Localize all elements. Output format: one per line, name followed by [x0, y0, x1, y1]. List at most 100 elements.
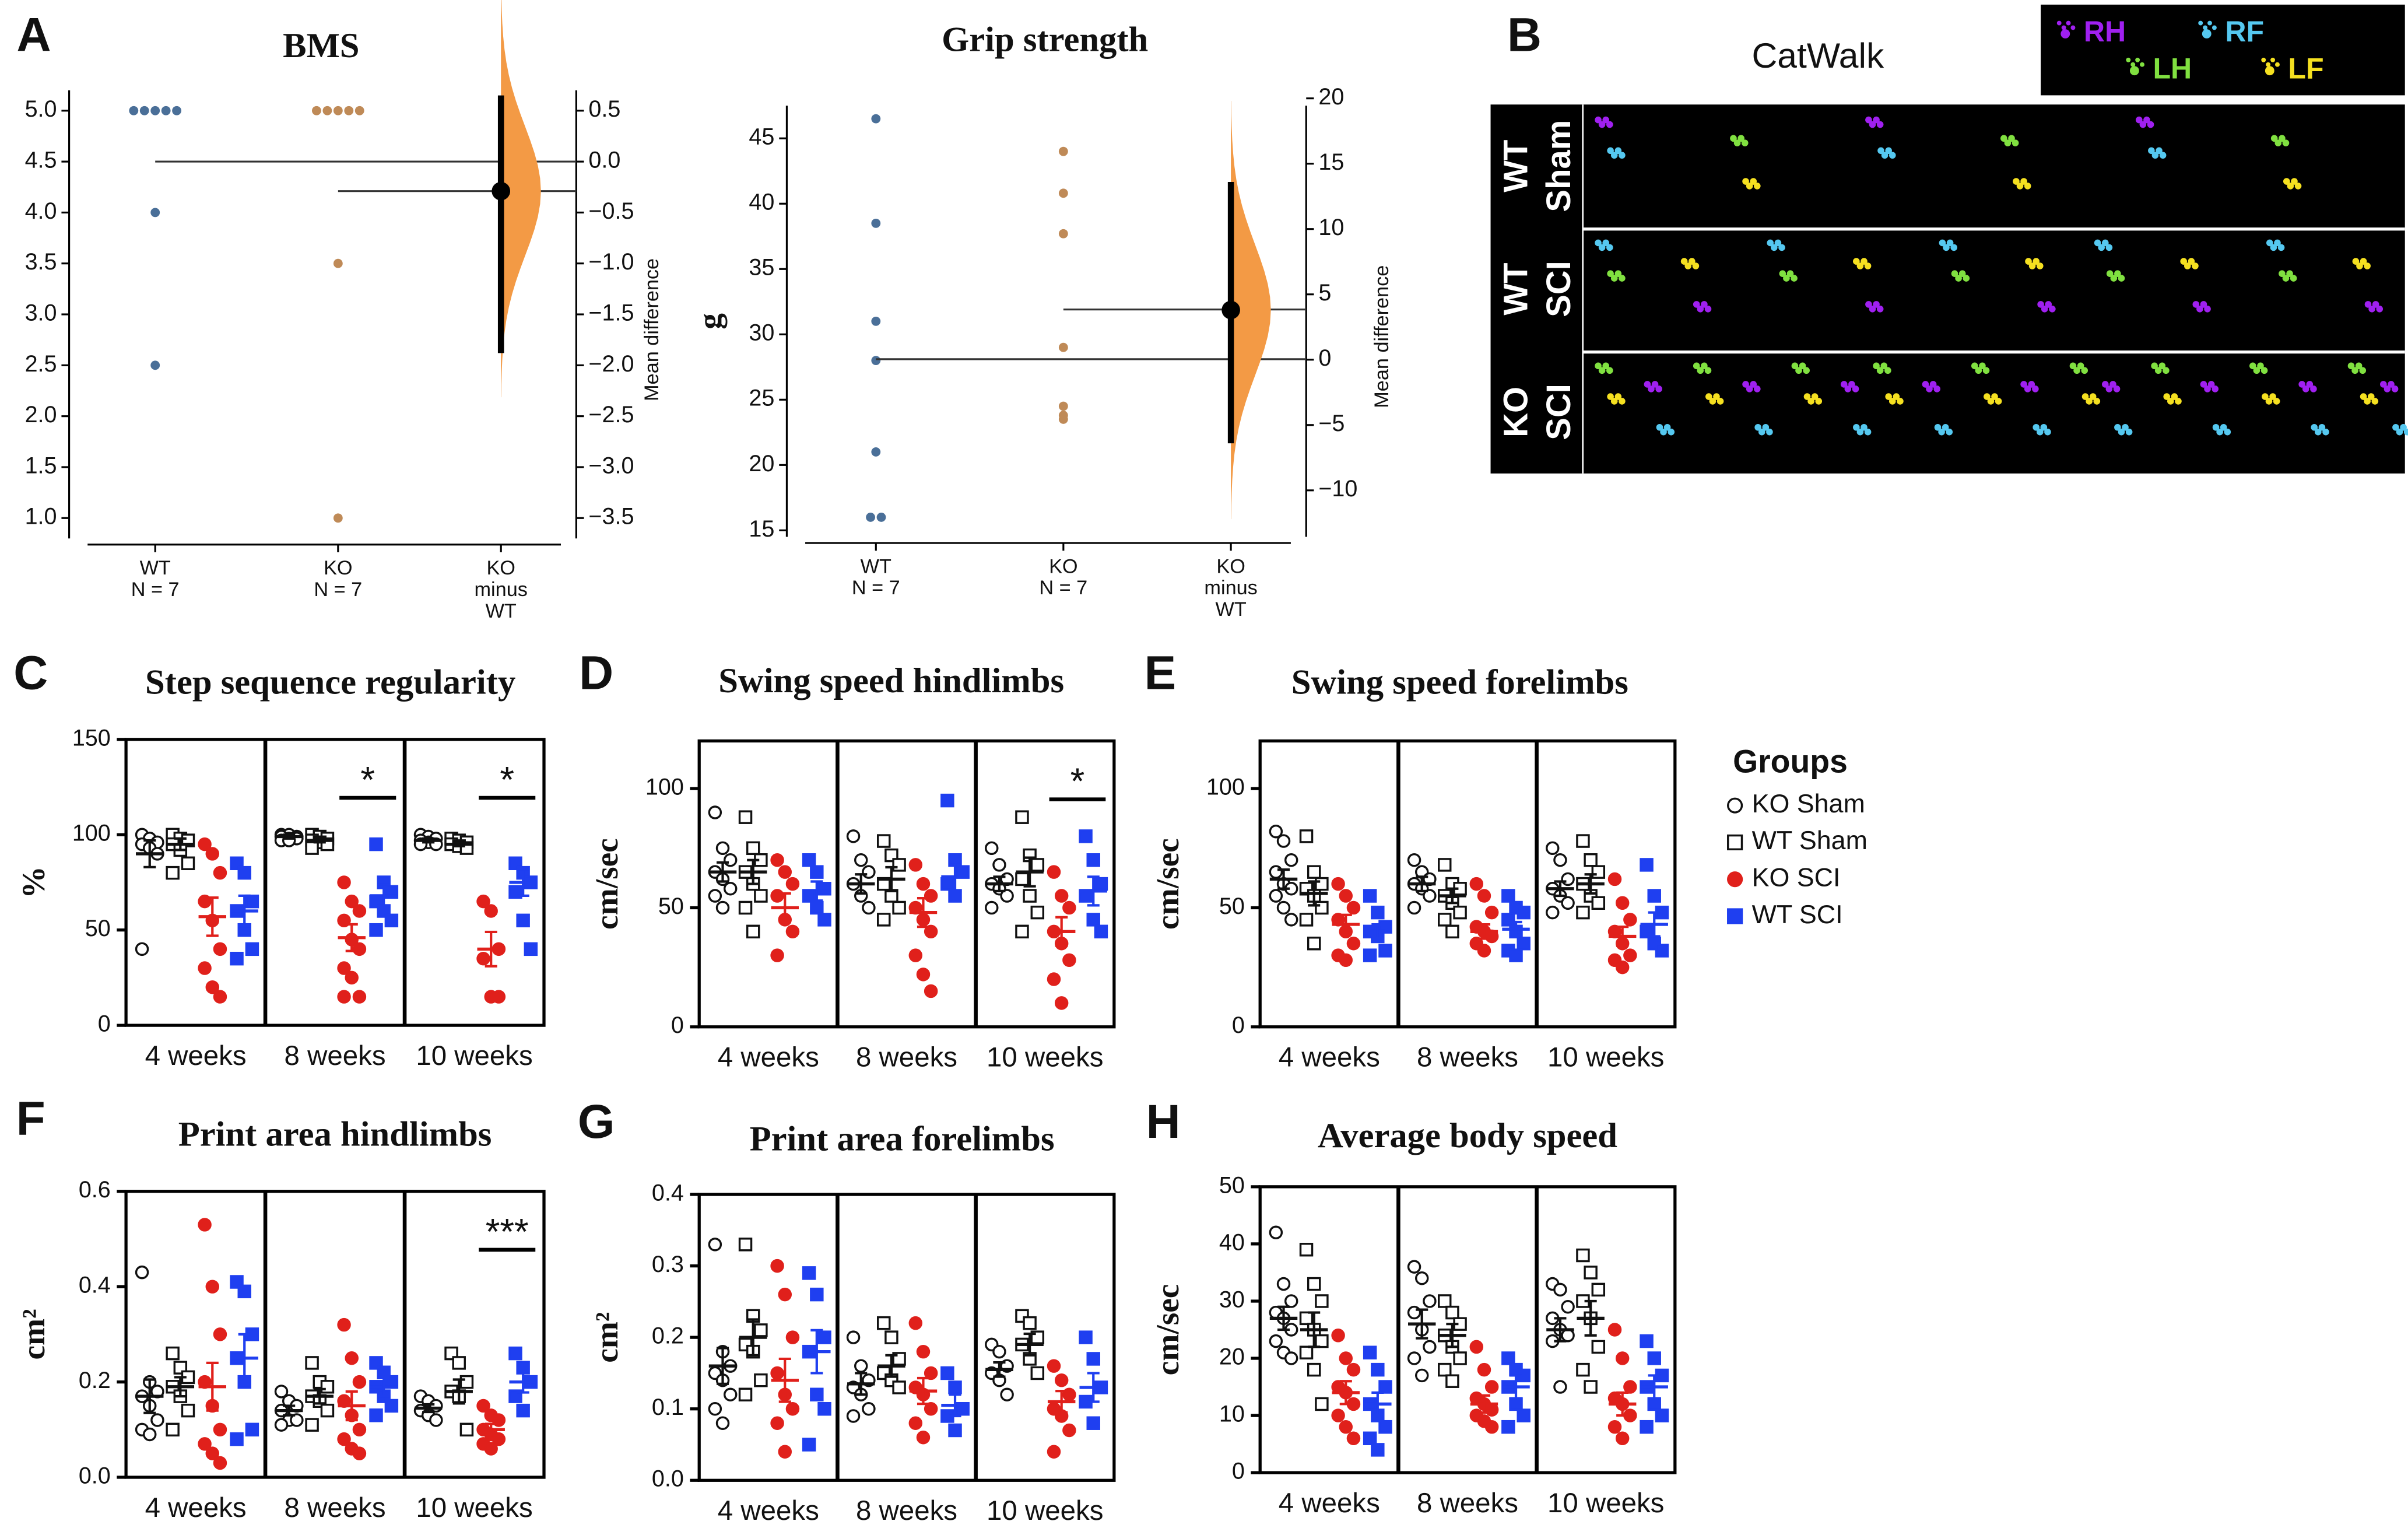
data-point — [1346, 900, 1361, 915]
paw-print — [2081, 367, 2088, 374]
data-point — [1307, 937, 1321, 951]
paw-print — [2306, 381, 2314, 388]
data-point — [352, 942, 367, 956]
data-point — [1647, 1351, 1661, 1365]
data-point — [1553, 1282, 1567, 1297]
data-point — [924, 889, 938, 903]
row-label: KO — [1497, 387, 1535, 437]
data-point — [345, 970, 359, 985]
paw-print — [1730, 135, 1737, 142]
data-point — [754, 1323, 768, 1337]
paw-print — [2139, 121, 2147, 128]
paw-print — [2192, 262, 2199, 269]
y-tick-label: 3.5 — [25, 249, 57, 275]
paw-print — [1803, 367, 1810, 374]
paw-print — [1655, 385, 1662, 392]
paw-print — [2036, 428, 2044, 436]
paw-print — [1660, 428, 1667, 436]
data-point — [1453, 1351, 1467, 1365]
data-point — [1331, 1408, 1345, 1422]
data-point — [1517, 905, 1531, 920]
paw-print — [2355, 362, 2363, 370]
data-point — [778, 1287, 792, 1302]
paw-print — [2188, 258, 2195, 265]
panel-letter: B — [1507, 8, 1542, 61]
data-point — [1445, 924, 1459, 939]
data-point — [1546, 905, 1560, 920]
data-point — [1054, 996, 1069, 1010]
y-tick-label: 40 — [1219, 1229, 1245, 1255]
data-point — [1315, 877, 1329, 891]
data-point — [1517, 937, 1531, 951]
data-point — [1284, 913, 1298, 927]
data-point — [862, 1401, 876, 1416]
paw-print — [1598, 121, 1606, 128]
paw-print — [1971, 362, 1978, 370]
y-tick-label: 3.0 — [25, 300, 57, 325]
paw-print — [1766, 428, 1773, 436]
paw-print — [2347, 362, 2355, 370]
data-point — [1584, 1380, 1598, 1394]
data-point — [459, 1422, 474, 1437]
data-point — [892, 900, 906, 915]
data-point — [337, 875, 351, 889]
data-point — [948, 1423, 962, 1438]
data-point — [854, 853, 868, 867]
paw-print — [1946, 428, 1953, 436]
data-point — [1047, 972, 1061, 986]
paw-print — [1853, 423, 1860, 431]
paw-print — [2024, 183, 2031, 190]
x-tick-label: WT — [861, 555, 891, 577]
paw-print — [2396, 428, 2403, 436]
data-point — [1030, 858, 1045, 872]
paw-print — [2110, 275, 2118, 282]
paw-print — [2200, 381, 2207, 388]
data-point — [1363, 889, 1377, 903]
legend-label: WT Sham — [1752, 826, 1868, 855]
paw-print — [2044, 428, 2051, 436]
data-point — [1576, 1362, 1590, 1377]
data-point — [305, 1356, 319, 1370]
chart-title: Swing speed forelimbs — [1291, 663, 1628, 702]
data-point — [1501, 913, 1515, 927]
data-point — [802, 1438, 816, 1452]
paw-print — [1762, 423, 1770, 431]
data-point — [785, 877, 800, 891]
data-point — [181, 1403, 195, 1418]
data-point — [1371, 1362, 1385, 1377]
paw-print — [1595, 239, 1602, 247]
paw-print — [2069, 362, 2077, 370]
data-point — [785, 1330, 800, 1344]
paw-print — [2081, 393, 2089, 400]
row-label: SCI — [1540, 384, 1578, 440]
y-axis-label: % — [16, 866, 51, 898]
data-point — [492, 990, 506, 1004]
data-point — [846, 829, 861, 843]
data-point — [198, 1437, 212, 1451]
paw-print — [1750, 381, 1757, 388]
data-point — [333, 106, 343, 115]
x-tick-label: 8 weeks — [1417, 1042, 1518, 1073]
paw-print — [2351, 367, 2358, 374]
y-axis-label: cm² — [16, 1309, 51, 1359]
panel-letter: G — [578, 1095, 615, 1148]
paw-print — [1606, 367, 1613, 374]
data-point — [1079, 1330, 1093, 1344]
y2-tick-label: 0.0 — [588, 148, 620, 173]
data-point — [1047, 1445, 1061, 1459]
paw-print — [2380, 381, 2387, 388]
paw-print — [2118, 275, 2125, 282]
paw-print — [2253, 367, 2260, 374]
data-point — [333, 258, 343, 268]
data-point — [708, 889, 722, 903]
paw-print — [2094, 239, 2101, 247]
paw-print — [2184, 262, 2191, 269]
data-point — [337, 961, 351, 975]
paw-print — [2249, 362, 2256, 370]
data-point — [320, 1403, 335, 1418]
data-point — [245, 942, 259, 956]
paw-print — [2265, 398, 2273, 405]
paw-print — [2032, 385, 2039, 392]
paw-print — [2025, 258, 2032, 265]
y-tick-label: 50 — [658, 893, 684, 919]
